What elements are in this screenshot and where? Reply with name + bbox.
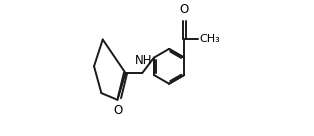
Text: O: O (180, 3, 189, 16)
Text: CH₃: CH₃ (199, 34, 219, 44)
Text: NH: NH (135, 54, 152, 67)
Text: O: O (114, 104, 123, 117)
